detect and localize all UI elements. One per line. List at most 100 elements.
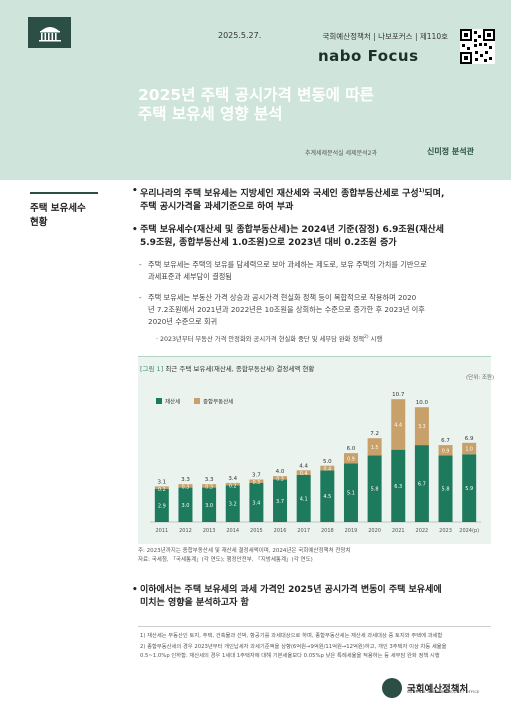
- brand-focus: Focus: [367, 47, 419, 65]
- data-label-total: 3.3: [205, 477, 214, 483]
- sub-sub-point: · 2023년부터 부동산 가격 안정화와 공시가격 현실화 중단 및 세부담 …: [156, 333, 486, 345]
- sub-sub-text-end: 시행: [368, 336, 383, 344]
- brand-nabo: nabo: [318, 47, 362, 65]
- data-label-total: 3.3: [181, 477, 190, 483]
- bar-chart: 재산세 종합부동산세 2.9 0.2 3.1 2011 3.0 0.3 3.3 2012 3.0 0.…: [150, 392, 481, 534]
- x-tick-label: 2017: [297, 528, 310, 534]
- bar-comprehensive-tax: [367, 438, 382, 456]
- nabo-emblem-icon: [382, 678, 402, 698]
- bullet-2-line-2: 5.9조원, 종합부동산세 1.0조원)으로 2023년 대비 0.2조원 증가: [140, 238, 397, 248]
- bar-comprehensive-tax: [296, 470, 311, 475]
- page-title: 2025년 주택 공시가격 변동에 따른 주택 보유세 영향 분석: [138, 86, 478, 124]
- bullet-dot: •: [132, 186, 138, 196]
- sub-sub-text: · 2023년부터 부동산 가격 안정화와 공시가격 현실화 중단 및 세부담 …: [156, 336, 365, 344]
- dash-marker: -: [139, 260, 142, 269]
- data-label-comprehensive-tax: 0.9: [347, 456, 355, 462]
- bar-property-tax: [367, 455, 382, 522]
- bar-comprehensive-tax: [273, 476, 288, 480]
- x-tick-label: 2014: [226, 528, 239, 534]
- x-tick-label: 2023: [439, 528, 452, 534]
- data-label-property-tax: 3.0: [181, 503, 189, 509]
- footnote-divider: [138, 626, 491, 627]
- bar-property-tax: [414, 445, 429, 522]
- bar-comprehensive-tax: [202, 484, 217, 488]
- sub-point-2-line-1: 주택 보유세는 부동산 가격 상승과 공시가격 현실화 정책 등이 복합적으로 …: [148, 293, 417, 302]
- data-label-total: 10.0: [416, 400, 429, 406]
- legend-swatch-comprehensive-tax: [194, 398, 200, 404]
- data-label-property-tax: 6.3: [394, 484, 402, 490]
- bar-property-tax: [225, 485, 240, 522]
- data-label-comprehensive-tax: 0.2: [158, 487, 166, 493]
- legend-label-property-tax: 재산세: [165, 398, 180, 406]
- data-label-comprehensive-tax: 0.4: [324, 466, 332, 472]
- sub-point-1-line-1: 주택 보유세는 주택의 보유를 담세력으로 보아 과세하는 제도로, 보유 주택…: [148, 260, 427, 269]
- bullet-2-line-1: 주택 보유세수(재산세 및 종합부동산세)는 2024년 기준(잠정) 6.9조…: [140, 225, 444, 235]
- data-label-total: 6.7: [441, 438, 450, 444]
- legend-swatch-property-tax: [156, 398, 162, 404]
- footer-org-english: NATIONAL ASSEMBLY BUDGET OFFICE: [407, 690, 480, 694]
- bullet-3: • 이하에서는 주택 보유세의 과세 가격인 2025년 공시가격 변동이 주택…: [132, 584, 490, 610]
- data-label-property-tax: 3.2: [229, 502, 237, 508]
- data-label-total: 7.2: [370, 431, 379, 437]
- bullet-3-line-1: 이하에서는 주택 보유세의 과세 가격인 2025년 공시가격 변동이 주택 보…: [140, 585, 442, 595]
- bullet-2: • 주택 보유세수(재산세 및 종합부동산세)는 2024년 기준(잠정) 6.…: [132, 224, 490, 250]
- bullet-1-line-1: 우리나라의 주택 보유세는 지방세인 재산세와 국세인 종합부동산세로 구성: [140, 189, 419, 199]
- dash-marker: -: [139, 293, 142, 302]
- data-label-total: 4.4: [299, 463, 308, 469]
- bar-comprehensive-tax: [154, 486, 169, 489]
- x-tick-label: 2019: [345, 528, 358, 534]
- data-label-total: 3.1: [157, 479, 166, 485]
- data-label-total: 3.7: [252, 473, 261, 479]
- assembly-building-icon: [28, 17, 71, 48]
- sub-point-2-line-3: 2020년 수준으로 회귀: [148, 317, 218, 326]
- bar-comprehensive-tax: [320, 465, 335, 471]
- bar-comprehensive-tax: [178, 484, 193, 488]
- footnote-2-line-2: 0.5~1.0%p 인하함. 재산세의 경우 1세대 1주택자에 대해 기본세율…: [140, 652, 440, 659]
- section-label-line-2: 현황: [30, 217, 48, 228]
- bullet-1: • 우리나라의 주택 보유세는 지방세인 재산세와 국세인 종합부동산세로 구성…: [132, 185, 490, 214]
- data-label-total: 10.7: [392, 392, 405, 398]
- bar-property-tax: [343, 463, 358, 522]
- sub-point-1-line-2: 과세표준과 세부담이 결정됨: [148, 272, 232, 281]
- bar-comprehensive-tax: [343, 453, 358, 464]
- data-label-comprehensive-tax: 0.3: [182, 485, 190, 491]
- footnote-2-line-1: 2) 종합부동산세의 경우 2023년부터 개인납세자 과세기준액을 상향(6억…: [140, 644, 447, 650]
- data-label-comprehensive-tax: 3.3: [418, 424, 426, 430]
- data-label-property-tax: 5.9: [465, 486, 473, 492]
- bullet-dot: •: [132, 225, 138, 235]
- bullet-dot: •: [132, 585, 138, 595]
- chart-title: [그림 1] 최근 주택 보유세(재산세, 종합부동산세) 결정세액 현황: [140, 363, 314, 373]
- data-label-comprehensive-tax: 0.3: [205, 485, 213, 491]
- qr-code-icon[interactable]: [460, 29, 495, 64]
- x-tick-label: 2022: [416, 528, 429, 534]
- bar-property-tax: [154, 488, 169, 522]
- data-label-total: 5.0: [323, 459, 332, 465]
- sub-point-2: - 주택 보유세는 부동산 가격 상승과 공시가격 현실화 정책 등이 복합적으…: [139, 292, 493, 328]
- data-label-property-tax: 3.4: [252, 500, 260, 506]
- bar-property-tax: [178, 487, 193, 522]
- data-label-property-tax: 2.9: [158, 503, 166, 509]
- title-line-2: 주택 보유세 영향 분석: [138, 105, 283, 123]
- legend-label-comprehensive-tax: 종합부동산세: [203, 398, 233, 406]
- chart-panel: [138, 356, 491, 544]
- bar-comprehensive-tax: [414, 407, 429, 446]
- data-label-comprehensive-tax: 0.2: [229, 483, 237, 489]
- bar-comprehensive-tax: [391, 399, 406, 450]
- footnote-ref-1: 1): [418, 188, 425, 194]
- bar-comprehensive-tax: [249, 479, 264, 483]
- x-tick-label: 2020: [368, 528, 381, 534]
- bar-comprehensive-tax: [438, 445, 453, 456]
- title-line-1: 2025년 주택 공시가격 변동에 따른: [138, 86, 374, 104]
- footnote-ref-2: 2): [364, 335, 369, 340]
- data-label-property-tax: 5.8: [442, 487, 450, 493]
- data-label-property-tax: 3.7: [276, 499, 284, 505]
- data-label-property-tax: 5.8: [371, 487, 379, 493]
- data-label-property-tax: 4.5: [323, 494, 331, 500]
- issue-date: 2025.5.27.: [218, 31, 262, 40]
- sub-point-1: - 주택 보유세는 주택의 보유를 담세력으로 보아 과세하는 제도로, 보유 …: [139, 259, 493, 283]
- publication-info: 국회예산정책처 | 나보포커스 | 제110호: [322, 32, 448, 41]
- data-label-comprehensive-tax: 0.9: [442, 448, 450, 454]
- footer-logo: 국회예산정책처: [382, 678, 468, 698]
- data-label-comprehensive-tax: 1.0: [465, 447, 473, 453]
- data-label-comprehensive-tax: 1.5: [371, 445, 379, 451]
